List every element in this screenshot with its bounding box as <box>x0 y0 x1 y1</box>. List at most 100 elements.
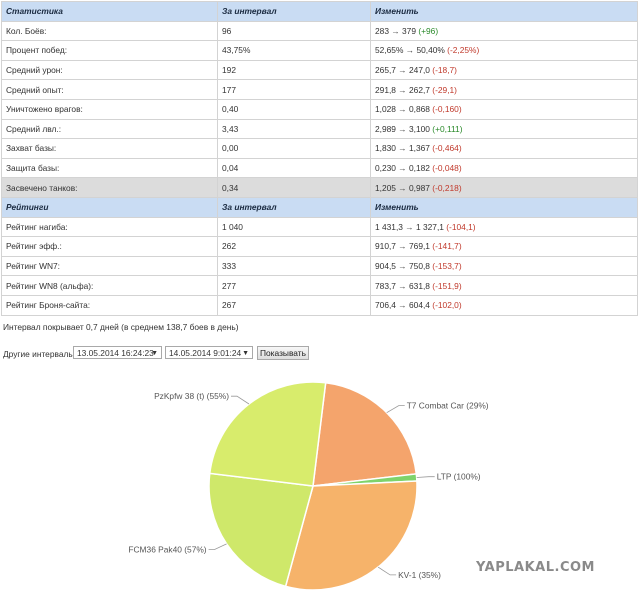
change-to: 1 327,1 <box>415 221 444 232</box>
change-delta: (-0,464) <box>432 143 462 154</box>
change-from: 283 <box>375 25 389 36</box>
interval-from-select[interactable]: 13.05.2014 16:24:23 ▼ <box>73 346 162 359</box>
stats-header-cell: За интервал <box>217 1 371 22</box>
ratings-header-cell: За интервал <box>217 196 371 218</box>
change-from: 1,028 <box>375 104 396 115</box>
interval-from-value: 13.05.2014 16:24:23 <box>77 348 154 358</box>
change-from: 2,989 <box>375 123 396 134</box>
arrow-right-icon: → <box>398 163 407 174</box>
row-label: Защита базы: <box>1 157 218 179</box>
row-interval-value: 267 <box>217 294 371 316</box>
row-label: Средний опыт: <box>1 79 218 100</box>
row-change: 2,989 → 3,100 (+0,111) <box>370 118 638 140</box>
change-to: 750,8 <box>409 261 430 272</box>
row-interval-value: 0,40 <box>217 98 371 120</box>
change-from: 706,4 <box>375 300 396 311</box>
row-change: 706,4 → 604,4 (-102,0) <box>370 294 638 316</box>
show-button[interactable]: Показывать <box>257 346 309 360</box>
change-from: 265,7 <box>375 65 396 76</box>
change-to: 247,0 <box>409 65 430 76</box>
pie-slice-label: FCM36 Pak40 (57%) <box>128 545 206 555</box>
table-row: Уничтожено врагов: 0,40 1,028 → 0,868 (-0,… <box>1 98 638 120</box>
change-delta: (+96) <box>418 25 439 36</box>
row-change: 910,7 → 769,1 (-141,7) <box>370 236 638 257</box>
pie-leader-line <box>416 476 435 478</box>
row-label: Процент побед: <box>1 40 218 61</box>
row-change: 1,028 → 0,868 (-0,160) <box>370 98 638 120</box>
row-label: Рейтинг эфф.: <box>1 236 218 257</box>
change-from: 1,205 <box>375 182 396 193</box>
other-intervals-label: Другие интервалы: <box>3 349 77 359</box>
change-from: 904,5 <box>375 261 396 272</box>
arrow-right-icon: → <box>398 280 407 291</box>
row-label: Захват базы: <box>1 138 218 159</box>
arrow-right-icon: → <box>398 300 407 311</box>
table-row: Рейтинг Броня-сайта: 267 706,4 → 604,4 (-1… <box>1 294 638 316</box>
interval-to-select[interactable]: 14.05.2014 9:01:24 ▼ <box>165 346 253 359</box>
chevron-down-icon: ▼ <box>151 350 158 357</box>
arrow-right-icon: → <box>398 104 407 115</box>
pie-slice-label: PzKpfw 38 (t) (55%) <box>154 391 229 401</box>
row-interval-value: 0,04 <box>217 157 371 179</box>
row-interval-value: 277 <box>217 275 371 296</box>
row-label: Средний лвл.: <box>1 118 218 140</box>
table-row: Засвечено танков: 0,34 1,205 → 0,987 (-0,2… <box>1 177 638 198</box>
change-to: 0,987 <box>409 182 430 193</box>
ratings-header-row: Рейтинги За интервал Изменить <box>1 196 638 218</box>
arrow-right-icon: → <box>398 182 407 193</box>
pie-slice <box>208 472 314 588</box>
tank-pie-chart: T7 Combat Car (29%) LTP (100%) KV-1 (35%) F… <box>128 381 489 591</box>
row-change: 0,230 → 0,182 (-0,048) <box>370 157 638 179</box>
ratings-header-cell: Рейтинги <box>1 196 218 218</box>
row-change: 52,65% → 50,40% (-2,25%) <box>370 40 638 61</box>
pie-leader-line <box>231 395 250 405</box>
change-delta: (-0,048) <box>432 163 462 174</box>
change-to: 604,4 <box>409 300 430 311</box>
row-label: Уничтожено врагов: <box>1 98 218 120</box>
row-change: 1,830 → 1,367 (-0,464) <box>370 138 638 159</box>
pie-slice-label: T7 Combat Car (29%) <box>407 401 489 411</box>
change-delta: (-104,1) <box>446 221 476 232</box>
change-to: 379 <box>402 25 416 36</box>
interval-to-value: 14.05.2014 9:01:24 <box>169 348 242 358</box>
table-row: Защита базы: 0,04 0,230 → 0,182 (-0,048) <box>1 157 638 179</box>
change-delta: (-0,160) <box>432 104 462 115</box>
change-delta: (-153,7) <box>432 261 462 272</box>
arrow-right-icon: → <box>398 65 407 76</box>
row-change: 265,7 → 247,0 (-18,7) <box>370 59 638 81</box>
row-interval-value: 262 <box>217 236 371 257</box>
change-to: 1,367 <box>409 143 430 154</box>
stats-table: Статистика За интервал Изменить Кол. Боёв: 9… <box>1 1 638 316</box>
change-delta: (-141,7) <box>432 241 462 252</box>
row-label: Рейтинг WN7: <box>1 255 218 277</box>
change-to: 262,7 <box>409 84 430 95</box>
arrow-right-icon: → <box>398 143 407 154</box>
pie-leader-line <box>208 543 227 550</box>
row-interval-value: 43,75% <box>217 40 371 61</box>
table-row: Рейтинг эфф.: 262 910,7 → 769,1 (-141,7) <box>1 236 638 257</box>
change-delta: (-102,0) <box>432 300 462 311</box>
table-row: Средний лвл.: 3,43 2,989 → 3,100 (+0,111) <box>1 118 638 140</box>
change-delta: (-151,9) <box>432 280 462 291</box>
change-to: 50,40% <box>416 45 445 56</box>
pie-slice <box>208 381 327 487</box>
ratings-header-cell: Изменить <box>370 196 638 218</box>
pie-leader-line <box>386 405 405 414</box>
stats-header-cell: Изменить <box>370 1 638 22</box>
change-to: 0,868 <box>409 104 430 115</box>
change-to: 3,100 <box>409 123 430 134</box>
arrow-right-icon: → <box>405 45 415 56</box>
chevron-down-icon: ▼ <box>242 350 249 357</box>
row-interval-value: 0,34 <box>217 177 371 198</box>
arrow-right-icon: → <box>391 25 400 36</box>
change-from: 52,65% <box>375 45 404 56</box>
change-from: 1,830 <box>375 143 396 154</box>
arrow-right-icon: → <box>405 221 414 232</box>
pie-slice-label: KV-1 (35%) <box>398 570 441 580</box>
row-change: 291,8 → 262,7 (-29,1) <box>370 79 638 100</box>
pie-slice <box>284 480 418 591</box>
row-interval-value: 3,43 <box>217 118 371 140</box>
row-interval-value: 333 <box>217 255 371 277</box>
row-interval-value: 177 <box>217 79 371 100</box>
row-change: 1,205 → 0,987 (-0,218) <box>370 177 638 198</box>
